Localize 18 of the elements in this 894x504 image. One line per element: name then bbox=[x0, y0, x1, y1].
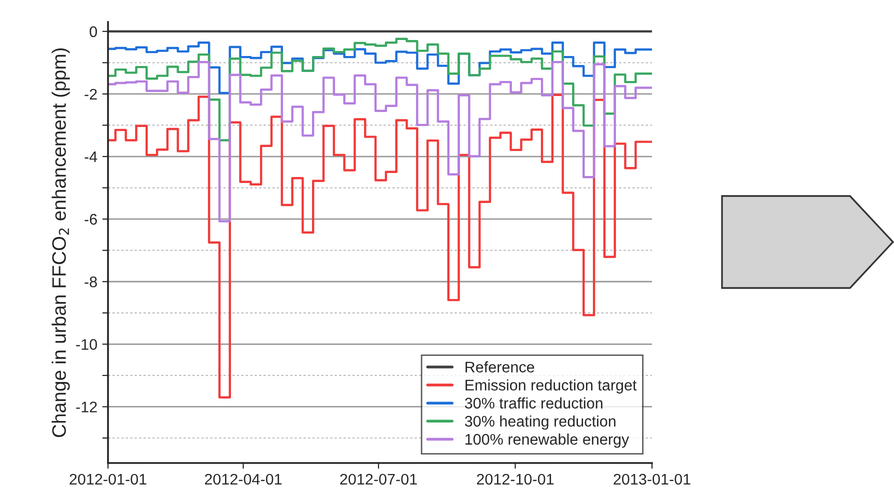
legend-label: Emission reduction target bbox=[466, 379, 637, 394]
x-tick-label: 2012-04-01 bbox=[204, 474, 282, 485]
legend-label: 100% renewable energy bbox=[466, 434, 630, 448]
x-tick-label: 2012-10-01 bbox=[476, 474, 554, 485]
y-tick-label: -12 bbox=[76, 402, 97, 412]
x-tick-label: 2012-01-01 bbox=[70, 474, 146, 485]
legend-label: 30% heating reduction bbox=[464, 415, 616, 430]
y-tick-label: -6 bbox=[84, 214, 97, 225]
legend-label: 30% traffic reduction bbox=[464, 397, 602, 409]
y-tick-label: -10 bbox=[76, 339, 97, 350]
y-tick-label: -4 bbox=[84, 152, 98, 162]
y-axis-title: Change in urban FFCO$_{2}$ enhancement (ppm) bbox=[52, 48, 70, 438]
y-tick-label: 0 bbox=[90, 26, 97, 38]
x-tick-label: 2012-07-01 bbox=[340, 474, 417, 485]
y-tick-label: -2 bbox=[84, 88, 97, 100]
x-tick-label: 2013-01-01 bbox=[614, 474, 690, 485]
legend-label: Reference bbox=[466, 361, 534, 372]
y-tick-label: -8 bbox=[84, 276, 97, 288]
